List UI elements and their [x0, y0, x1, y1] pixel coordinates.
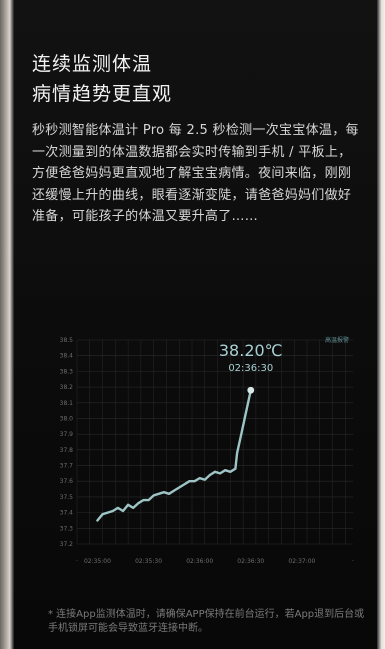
description-text: 秒秒测智能体温计 Pro 每 2.5 秒检测一次宝宝体温，每一次测量到的体温数据… — [32, 123, 359, 224]
x-tick-label: 02:37:00 — [288, 558, 315, 565]
left-edge-backdrop — [0, 0, 14, 649]
y-tick-label: 38.4 — [60, 353, 74, 360]
x-tick-label: 02:35:30 — [135, 558, 162, 565]
y-tick-label: 37.7 — [60, 463, 74, 470]
current-temperature-label: 38.20℃ — [219, 341, 283, 360]
x-tick-label: 02:36:30 — [237, 558, 264, 565]
temperature-chart: 38.5 38.4 38.3 38.2 38.1 38.0 37.9 37.8 37.7 37.6… — [60, 336, 354, 565]
headline: 连续监测体温 病情趋势更直观 — [32, 49, 172, 109]
x-tick-label: 02:36:00 — [186, 558, 213, 565]
right-edge-backdrop — [377, 0, 385, 649]
y-tick-label: 37.8 — [60, 447, 74, 454]
legend-label: 高温报警 — [325, 336, 349, 344]
x-tick-mark-right: · — [352, 558, 354, 565]
x-tick-mark-left: · — [76, 558, 78, 565]
y-tick-label: 37.4 — [60, 510, 74, 517]
current-time-label: 02:36:30 — [228, 363, 273, 374]
y-tick-label: 37.5 — [60, 494, 74, 501]
y-tick-label: 38.2 — [60, 384, 74, 391]
current-point-marker — [247, 386, 255, 394]
temperature-line — [96, 389, 253, 522]
feature-panel — [14, 0, 377, 649]
y-tick-label: 37.3 — [60, 525, 74, 532]
headline-line-2: 病情趋势更直观 — [32, 83, 173, 105]
y-tick-label: 38.1 — [60, 400, 74, 407]
y-tick-label: 38.0 — [60, 415, 74, 422]
y-tick-label: 37.2 — [60, 541, 74, 548]
x-tick-label: 02:35:00 — [84, 558, 111, 565]
y-tick-label: 37.9 — [60, 431, 74, 438]
y-tick-label: 38.5 — [60, 337, 74, 344]
y-tick-label: 38.3 — [60, 368, 74, 375]
y-tick-label: 37.6 — [60, 478, 74, 485]
footnote: * 连接App监测体温时，请确保APP保持在前台运行，若App退到后台或手机锁屏… — [48, 609, 365, 634]
headline-line-1: 连续监测体温 — [32, 53, 153, 75]
